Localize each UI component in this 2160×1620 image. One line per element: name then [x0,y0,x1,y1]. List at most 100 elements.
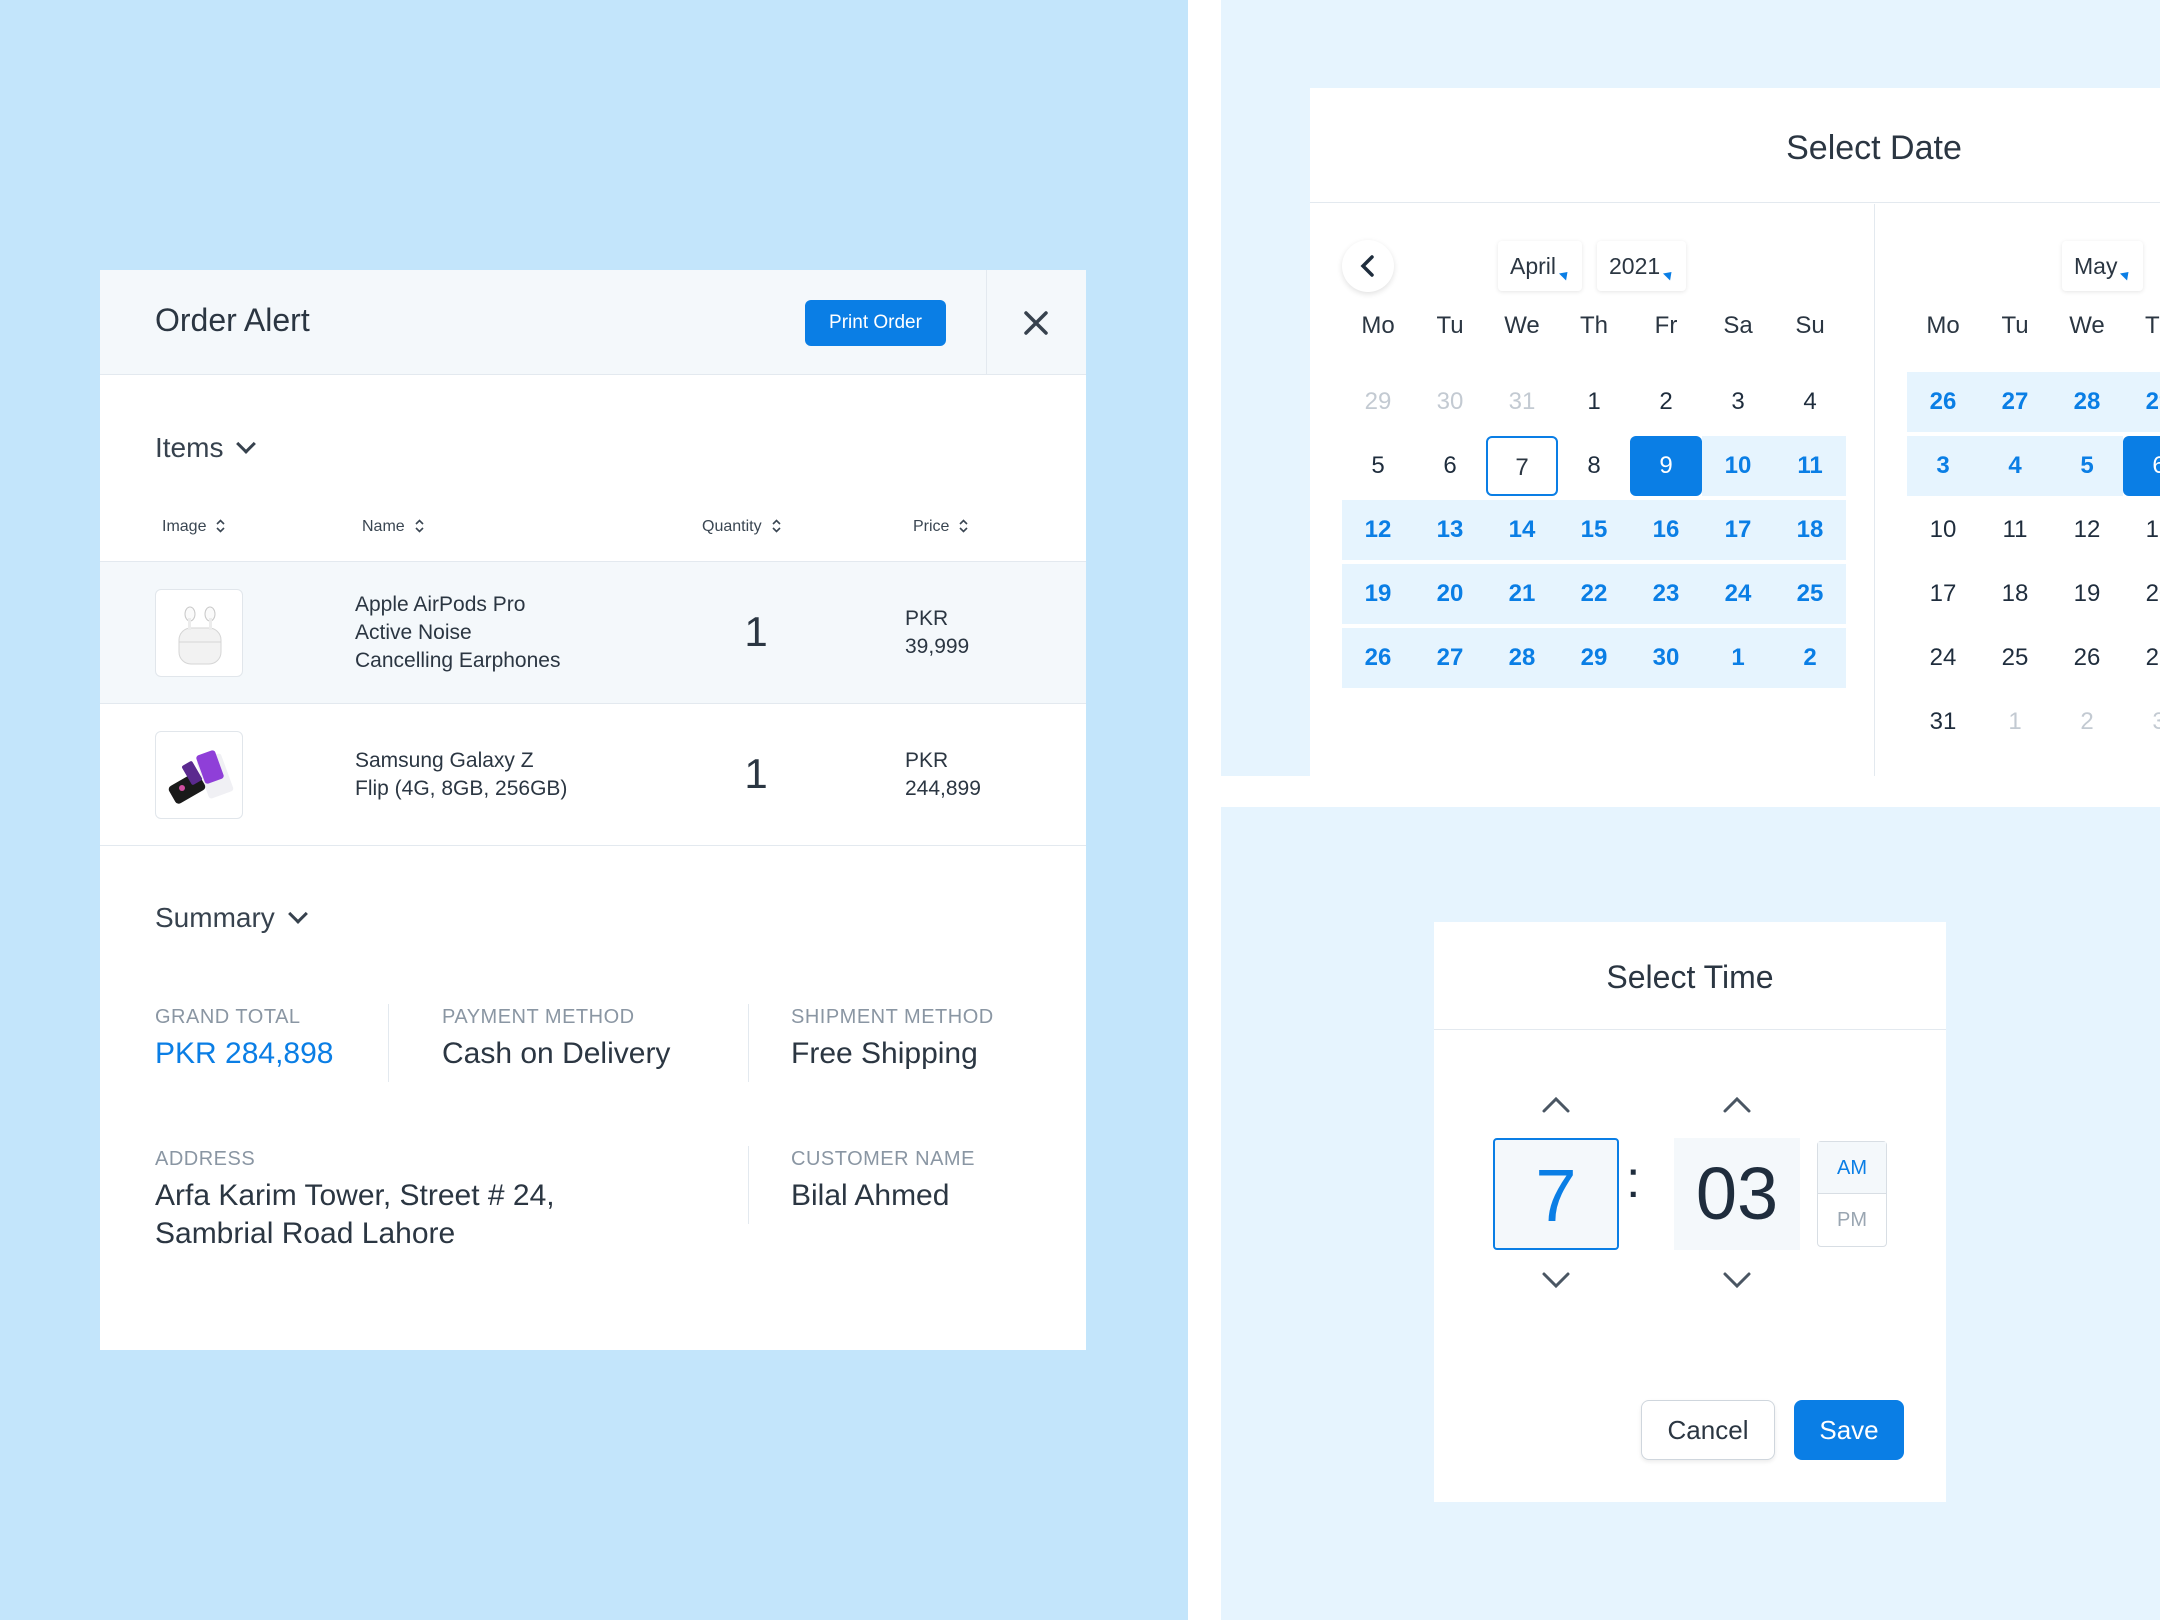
year-select[interactable]: 2021 [1597,241,1687,291]
calendar-day[interactable]: 19 [2051,564,2123,624]
cancel-button[interactable]: Cancel [1641,1400,1775,1460]
calendar-day[interactable]: 27 [1414,628,1486,688]
calendar-day[interactable]: 19 [1342,564,1414,624]
calendar-day[interactable]: 28 [1486,628,1558,688]
select-date-card: Select Date April 2021 May Mo Tu We Th Fr Sa S… [1310,88,2160,776]
calendar-day[interactable]: 20 [2123,564,2160,624]
calendar-day[interactable]: 3 [2123,692,2160,752]
calendar-day[interactable]: 13 [2123,500,2160,560]
calendar-day[interactable]: 11 [1774,436,1846,496]
items-title: Items [155,432,224,463]
column-header-quantity[interactable]: Quantity [702,517,781,536]
hour-down-icon[interactable] [1538,1262,1574,1298]
calendar-day[interactable]: 26 [1342,628,1414,688]
table-row[interactable]: Samsung Galaxy Z Flip (4G, 8GB, 256GB) 1… [100,704,1086,846]
day-number: 4 [2008,452,2022,479]
calendar-day[interactable]: 1 [1558,372,1630,432]
calendar-day[interactable]: 15 [1558,500,1630,560]
save-button[interactable]: Save [1794,1400,1904,1460]
items-section-toggle[interactable]: Items [155,432,257,464]
calendar-day[interactable]: 29 [1558,628,1630,688]
minute-down-icon[interactable] [1719,1262,1755,1298]
calendar-day[interactable]: 22 [1558,564,1630,624]
calendar-day[interactable]: 25 [1774,564,1846,624]
column-header-image[interactable]: Image [162,517,226,536]
address-label: ADDRESS [155,1148,256,1170]
calendar-day[interactable]: 4 [1774,372,1846,432]
day-number: 16 [1652,516,1680,543]
calendar-day[interactable]: 29 [2123,372,2160,432]
column-header-name[interactable]: Name [362,517,424,536]
calendar-day[interactable]: 5 [1342,436,1414,496]
calendar-day[interactable]: 1 [1702,628,1774,688]
close-icon[interactable] [1016,303,1056,343]
calendar-day[interactable]: 1 [1979,692,2051,752]
calendar-day[interactable]: 10 [1907,500,1979,560]
calendar-day[interactable]: 30 [1630,628,1702,688]
calendar-day[interactable]: 26 [2051,628,2123,688]
calendar-day[interactable]: 12 [1342,500,1414,560]
calendar-day[interactable]: 29 [1342,372,1414,432]
am-option[interactable]: AM [1818,1142,1886,1194]
day-number: 26 [1929,388,1957,415]
calendar-day[interactable]: 4 [1979,436,2051,496]
calendar-day[interactable]: 2 [2051,692,2123,752]
calendar-day[interactable]: 20 [1414,564,1486,624]
calendar-day[interactable]: 14 [1486,500,1558,560]
column-header-price[interactable]: Price [913,517,969,536]
summary-section-toggle[interactable]: Summary [155,902,308,934]
calendar-day[interactable]: 23 [1630,564,1702,624]
calendar-divider [1874,204,1875,776]
calendar-day[interactable]: 3 [1907,436,1979,496]
hour-input[interactable]: 7 [1493,1138,1619,1250]
product-price: PKR 244,899 [905,749,981,800]
time-separator: : [1626,1151,1641,1209]
calendar-day[interactable]: 17 [1702,500,1774,560]
month-select[interactable]: April [1498,241,1583,291]
calendar-day[interactable]: 12 [2051,500,2123,560]
calendar-day[interactable]: 10 [1702,436,1774,496]
weekday-label: Th [2144,312,2160,339]
calendar-day[interactable]: 25 [1979,628,2051,688]
calendar-day[interactable]: 16 [1630,500,1702,560]
calendar-day[interactable]: 18 [1774,500,1846,560]
calendar-day[interactable]: 21 [1486,564,1558,624]
minute-up-icon[interactable] [1719,1087,1755,1123]
calendar-day[interactable]: 7 [1486,436,1558,496]
calendar-day[interactable]: 2 [1630,372,1702,432]
calendar-day[interactable]: 28 [2051,372,2123,432]
calendar-day[interactable]: 30 [1414,372,1486,432]
calendar-day[interactable]: 17 [1907,564,1979,624]
print-order-button[interactable]: Print Order [805,300,946,346]
month-select-right[interactable]: May [2062,241,2144,291]
pm-option[interactable]: PM [1837,1209,1867,1231]
calendar-day[interactable]: 26 [1907,372,1979,432]
calendar-day[interactable]: 8 [1558,436,1630,496]
table-row[interactable]: Apple AirPods Pro Active Noise Cancellin… [100,562,1086,704]
calendar-day[interactable]: 31 [1907,692,1979,752]
day-number: 29 [2145,388,2160,415]
hour-up-icon[interactable] [1538,1087,1574,1123]
sort-icon [772,519,781,533]
calendar-day[interactable]: 27 [1979,372,2051,432]
grand-total-block: GRAND TOTAL PKR 284,898 [155,1006,333,1073]
calendar-day[interactable]: 27 [2123,628,2160,688]
prev-month-button[interactable] [1342,240,1394,292]
calendar-day[interactable]: 24 [1907,628,1979,688]
calendar-day[interactable]: 31 [1486,372,1558,432]
calendar-day[interactable]: 6 [2123,436,2160,496]
calendar-day[interactable]: 3 [1702,372,1774,432]
dropdown-triangle-icon [1559,268,1572,281]
calendar-day[interactable]: 24 [1702,564,1774,624]
calendar-day[interactable]: 11 [1979,500,2051,560]
weekday-label: Su [1795,312,1825,339]
calendar-day[interactable]: 13 [1414,500,1486,560]
product-price: PKR 39,999 [905,607,970,658]
calendar-day[interactable]: 2 [1774,628,1846,688]
payment-method-value: Cash on Delivery [442,1037,671,1070]
calendar-day[interactable]: 9 [1630,436,1702,496]
calendar-day[interactable]: 6 [1414,436,1486,496]
calendar-day[interactable]: 18 [1979,564,2051,624]
minute-input[interactable]: 03 [1674,1138,1800,1250]
calendar-day[interactable]: 5 [2051,436,2123,496]
